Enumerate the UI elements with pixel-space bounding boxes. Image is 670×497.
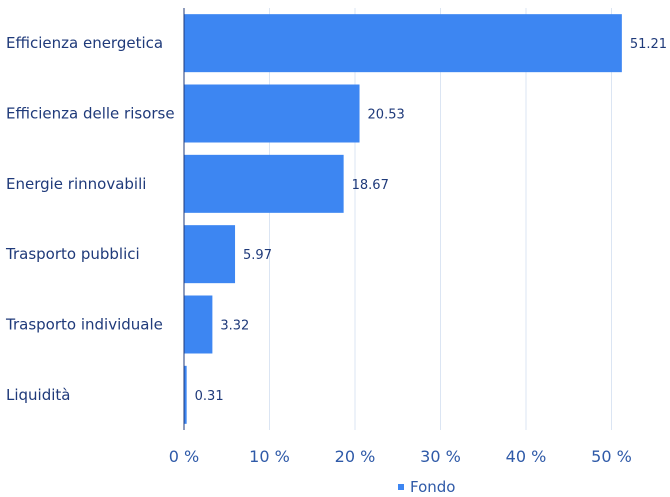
category-label-1: Efficienza delle risorse (6, 105, 175, 123)
gridlines (269, 8, 612, 430)
value-label-3: 5.97 (243, 248, 272, 263)
x-tick-label-0: 0 % (169, 447, 199, 466)
x-tick-label-40: 40 % (506, 447, 547, 466)
x-tick-label-20: 20 % (335, 447, 376, 466)
legend-swatch-fondo (398, 484, 404, 490)
category-label-3: Trasporto pubblici (5, 245, 140, 263)
x-tick-label-30: 30 % (420, 447, 461, 466)
bars (184, 14, 622, 424)
category-label-5: Liquidità (6, 386, 70, 404)
value-label-1: 20.53 (368, 108, 405, 123)
legend-label-fondo: Fondo (410, 478, 455, 496)
legend: Fondo (398, 478, 455, 496)
bar-4 (184, 295, 213, 354)
bar-2 (184, 154, 344, 213)
category-label-4: Trasporto individuale (5, 316, 163, 334)
bar-5 (184, 365, 187, 424)
bar-1 (184, 84, 360, 143)
category-labels: Efficienza energetica Efficienza delle ri… (5, 34, 175, 404)
bar-0 (184, 14, 622, 73)
category-label-0: Efficienza energetica (6, 34, 163, 52)
value-labels: 51.21 20.53 18.67 5.97 3.32 0.31 (195, 37, 667, 404)
x-tick-label-50: 50 % (591, 447, 632, 466)
value-label-0: 51.21 (630, 37, 667, 52)
value-label-5: 0.31 (195, 389, 224, 404)
x-axis-ticks: 0 % 10 % 20 % 30 % 40 % 50 % (169, 447, 632, 466)
category-label-2: Energie rinnovabili (6, 175, 146, 193)
x-tick-label-10: 10 % (249, 447, 290, 466)
value-label-4: 3.32 (220, 319, 249, 334)
bar-3 (184, 225, 236, 284)
value-label-2: 18.67 (352, 178, 389, 193)
